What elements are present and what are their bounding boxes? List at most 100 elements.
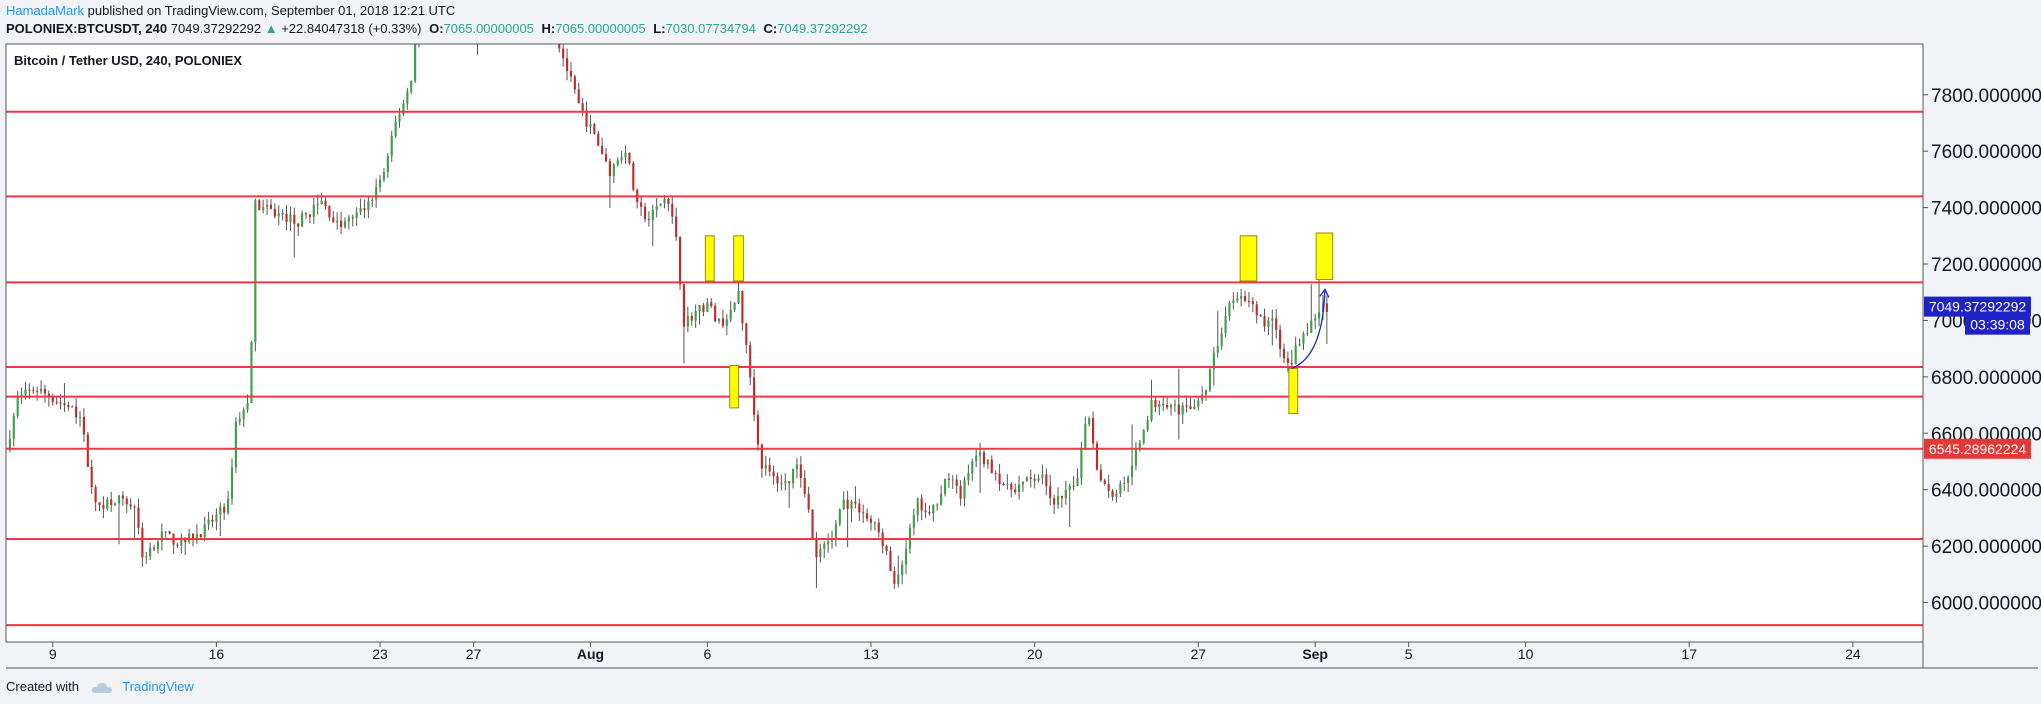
candle-body bbox=[838, 509, 841, 525]
candle-body bbox=[659, 203, 662, 207]
candle-body bbox=[1181, 405, 1184, 415]
candle-body bbox=[469, 5, 471, 17]
candle-body bbox=[593, 123, 596, 134]
candle-body bbox=[772, 471, 775, 477]
x-tick-label: 5 bbox=[1405, 646, 1413, 662]
candle-body bbox=[1251, 301, 1254, 305]
tradingview-link[interactable]: TradingView bbox=[122, 679, 194, 694]
x-tick-label: Sep bbox=[1302, 646, 1328, 662]
candle-body bbox=[1321, 303, 1325, 313]
candle-body bbox=[176, 544, 179, 546]
candle-body bbox=[643, 206, 647, 220]
candle-body bbox=[558, 44, 561, 49]
candle-body bbox=[780, 483, 783, 485]
change-arrow-icon: ▲ bbox=[264, 21, 278, 36]
close-label: C: bbox=[763, 21, 778, 36]
candle-body bbox=[1162, 403, 1165, 405]
candle-body bbox=[180, 537, 183, 546]
candle-body bbox=[359, 208, 362, 213]
candle-body bbox=[308, 214, 311, 217]
candle-body bbox=[1212, 352, 1215, 370]
candle-body bbox=[1294, 345, 1297, 365]
candle-body bbox=[756, 414, 760, 445]
candle-body bbox=[1243, 296, 1247, 301]
candle-body bbox=[655, 206, 658, 210]
candle-body bbox=[199, 534, 202, 538]
candle-body bbox=[651, 209, 654, 220]
candle-body bbox=[943, 478, 947, 494]
candle-body bbox=[663, 198, 666, 204]
candle-body bbox=[1286, 358, 1289, 363]
candle-body bbox=[378, 179, 382, 188]
candle-body bbox=[1158, 403, 1161, 408]
candle-body bbox=[394, 121, 397, 137]
candle-body bbox=[547, 0, 549, 14]
candle-body bbox=[304, 213, 308, 215]
candle-body bbox=[133, 506, 136, 508]
candle-body bbox=[916, 498, 919, 516]
candle-body bbox=[1037, 478, 1040, 481]
candle-body bbox=[760, 444, 763, 469]
candle-body bbox=[223, 506, 226, 513]
candle-body bbox=[1150, 399, 1153, 421]
candle-body bbox=[1240, 296, 1243, 299]
plot-area bbox=[6, 44, 1923, 642]
candle-body bbox=[1049, 486, 1052, 499]
candle-body bbox=[986, 459, 989, 465]
price-label-box bbox=[1924, 296, 2031, 317]
candle-body bbox=[827, 541, 830, 545]
candle-body bbox=[807, 493, 810, 510]
candle-body bbox=[414, 44, 417, 82]
x-tick-label: 16 bbox=[209, 646, 225, 662]
candle-body bbox=[624, 152, 627, 158]
candle-body bbox=[262, 207, 265, 211]
candle-body bbox=[1080, 448, 1083, 479]
candle-body bbox=[32, 389, 35, 391]
candle-body bbox=[36, 390, 39, 392]
candle-body bbox=[686, 315, 689, 327]
candle-body bbox=[207, 519, 210, 525]
candle-body bbox=[149, 547, 152, 557]
candle-body bbox=[1092, 418, 1095, 444]
candle-body bbox=[1076, 478, 1079, 486]
candle-body bbox=[472, 17, 474, 25]
candle-body bbox=[1014, 489, 1017, 493]
candle-body bbox=[1134, 448, 1138, 466]
candle-body bbox=[82, 416, 85, 435]
x-tick-label: 20 bbox=[1027, 646, 1043, 662]
candle-body bbox=[1255, 304, 1258, 316]
candle-body bbox=[569, 70, 573, 77]
price-label: 03:39:08 bbox=[1970, 317, 2025, 333]
candle-body bbox=[1068, 485, 1071, 490]
candle-body bbox=[1041, 474, 1044, 479]
candle-body bbox=[141, 527, 144, 558]
candle-body bbox=[721, 318, 724, 326]
candle-body bbox=[791, 469, 795, 484]
candle-body bbox=[612, 164, 615, 177]
candle-body bbox=[959, 485, 962, 499]
candle-body bbox=[258, 200, 261, 211]
candle-body bbox=[768, 465, 771, 472]
candle-body bbox=[55, 402, 58, 404]
candle-body bbox=[990, 459, 993, 474]
footer: Created with TradingView bbox=[6, 679, 194, 694]
candle-body bbox=[628, 152, 631, 164]
highlight-box bbox=[1239, 235, 1258, 282]
candle-body bbox=[168, 531, 171, 534]
candle-body bbox=[998, 473, 1001, 484]
candle-body bbox=[343, 221, 347, 228]
candle-body bbox=[382, 171, 386, 180]
candle-body bbox=[1220, 333, 1223, 347]
x-tick-label: 9 bbox=[49, 646, 57, 662]
candle-body bbox=[690, 315, 693, 321]
chart-title: Bitcoin / Tether USD, 240, POLONIEX bbox=[14, 53, 242, 68]
candle-body bbox=[281, 213, 284, 215]
candle-body bbox=[1290, 362, 1293, 365]
author-link[interactable]: HamadaMark bbox=[6, 3, 85, 18]
candle-body bbox=[877, 522, 880, 533]
candle-body bbox=[573, 76, 576, 90]
candle-body bbox=[858, 503, 861, 513]
created-with-text: Created with bbox=[6, 679, 79, 694]
candle-body bbox=[1197, 400, 1200, 407]
